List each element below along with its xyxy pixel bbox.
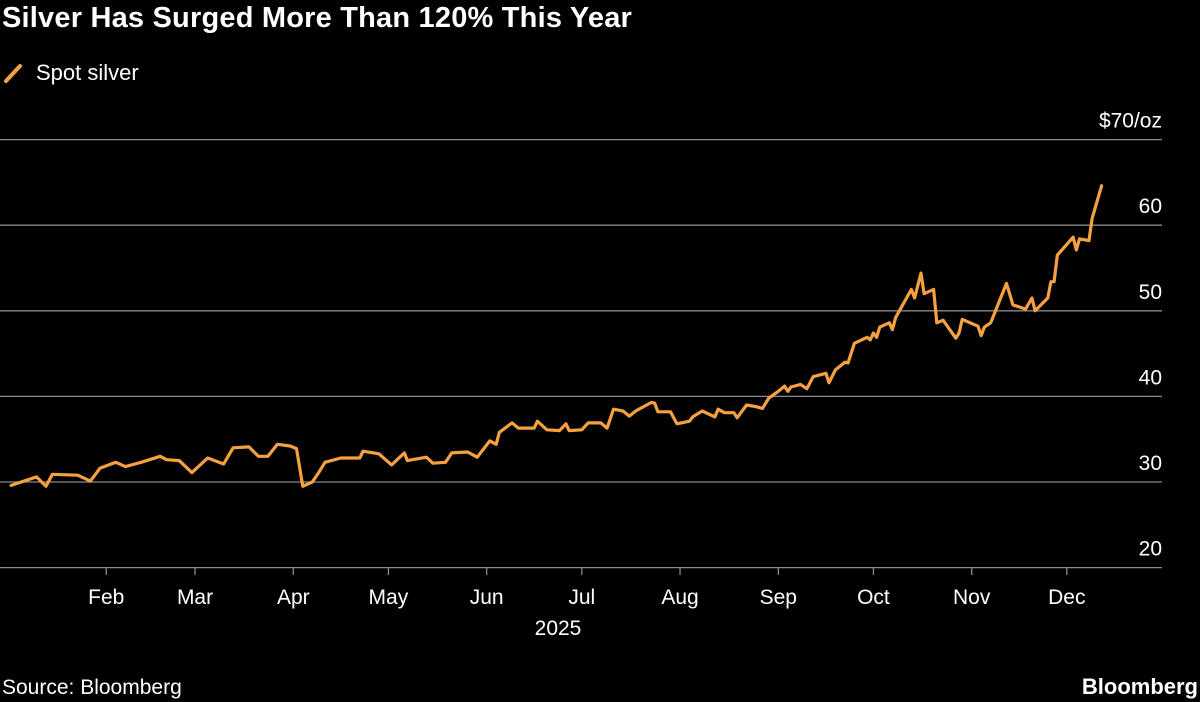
y-tick-label: 30 bbox=[1139, 452, 1162, 475]
series-line-spot-silver bbox=[9, 184, 1104, 488]
x-tick-label: Jul bbox=[568, 586, 595, 609]
x-tick-label: Sep bbox=[760, 586, 797, 609]
legend-label: Spot silver bbox=[36, 60, 139, 85]
x-tick-label: Jun bbox=[470, 586, 504, 609]
source-note: Source: Bloomberg bbox=[2, 676, 182, 699]
x-tick-label: May bbox=[369, 586, 409, 609]
y-tick-label: 60 bbox=[1139, 195, 1162, 218]
y-tick-label: $70/oz bbox=[1099, 110, 1162, 133]
y-tick-label: 20 bbox=[1139, 538, 1162, 561]
y-tick-label: 40 bbox=[1139, 366, 1162, 389]
x-tick-label: Dec bbox=[1048, 586, 1085, 609]
x-tick-label: Feb bbox=[88, 586, 124, 609]
x-tick-label: Nov bbox=[953, 586, 991, 609]
chart-title: Silver Has Surged More Than 120% This Ye… bbox=[2, 2, 633, 34]
x-tick-label: Oct bbox=[857, 586, 890, 609]
bloomberg-logo: Bloomberg bbox=[1081, 674, 1198, 699]
y-tick-label: 50 bbox=[1139, 281, 1162, 304]
x-tick-label: Aug bbox=[661, 586, 698, 609]
legend-line-icon bbox=[4, 64, 22, 83]
x-tick-label: Apr bbox=[277, 586, 310, 609]
x-axis-year-label: 2025 bbox=[535, 617, 582, 640]
legend: Spot silver bbox=[2, 60, 139, 86]
x-tick-label: Mar bbox=[177, 586, 213, 609]
